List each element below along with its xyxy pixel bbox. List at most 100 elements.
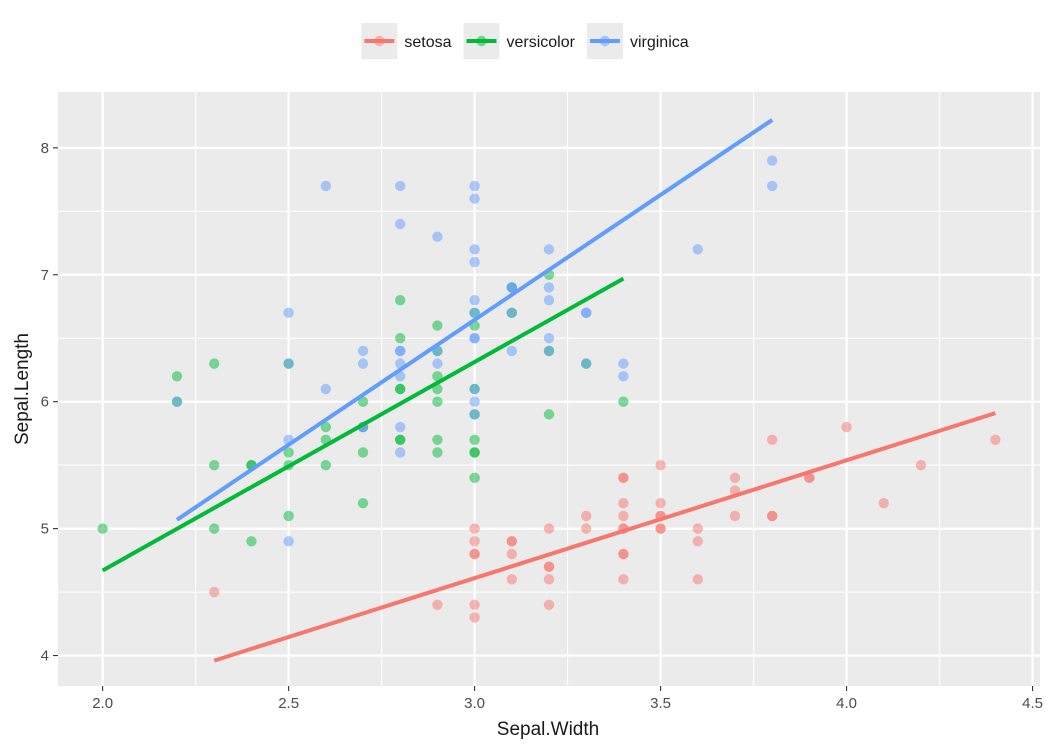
data-point <box>990 434 1001 445</box>
data-point <box>841 421 852 433</box>
data-point <box>618 498 629 509</box>
data-point <box>283 510 294 522</box>
data-point <box>655 523 666 534</box>
data-point <box>692 536 703 547</box>
data-point <box>729 510 741 522</box>
data-point <box>357 447 369 458</box>
data-point <box>469 523 480 534</box>
data-point <box>469 434 480 445</box>
data-point <box>209 358 220 369</box>
series-points-virginica <box>171 155 778 547</box>
data-point <box>618 396 629 407</box>
data-point <box>580 510 592 522</box>
x-tick-label: 2.0 <box>92 695 113 712</box>
legend-item-versicolor: versicolor <box>463 23 576 59</box>
data-point <box>469 333 480 344</box>
data-point <box>692 244 703 255</box>
y-tick-label: 8 <box>41 140 49 157</box>
data-point <box>692 523 703 534</box>
x-tick-label: 4.0 <box>836 695 857 712</box>
data-point <box>209 523 220 534</box>
plot-panel <box>58 92 1040 686</box>
y-tick-label: 4 <box>41 648 49 665</box>
data-point <box>469 612 480 623</box>
data-point <box>618 510 629 522</box>
legend-item-setosa: setosa <box>361 23 452 59</box>
data-point <box>209 586 220 598</box>
data-point <box>171 371 183 382</box>
data-point <box>543 282 555 293</box>
data-point <box>432 434 443 445</box>
legend-key-point <box>374 35 385 47</box>
data-point <box>543 409 555 420</box>
data-point <box>357 498 369 509</box>
data-point <box>320 180 332 192</box>
data-point <box>506 574 518 585</box>
fit-line-setosa <box>213 411 996 663</box>
data-point <box>543 244 555 255</box>
axes: 2.0 2.5 3.0 3.5 4.0 4.5 4 5 6 7 8 <box>41 140 1043 712</box>
data-point <box>432 231 443 242</box>
data-point <box>766 510 778 522</box>
data-point <box>97 523 108 534</box>
data-point <box>469 244 480 255</box>
data-point <box>543 523 555 534</box>
data-point <box>357 358 369 369</box>
x-tick-label: 3.0 <box>464 695 485 712</box>
y-tick-label: 6 <box>41 394 49 411</box>
data-point <box>469 599 480 610</box>
data-point <box>171 396 183 407</box>
data-point <box>729 472 741 484</box>
data-point <box>395 294 406 306</box>
data-point <box>766 180 778 192</box>
data-point <box>395 383 406 395</box>
data-point <box>357 345 369 357</box>
data-point <box>543 294 555 306</box>
data-point <box>469 294 480 306</box>
data-point <box>915 459 927 471</box>
fit-lines <box>101 118 996 663</box>
legend-label: setosa <box>404 34 451 51</box>
data-point <box>357 396 369 407</box>
data-point <box>506 307 518 319</box>
data-point <box>283 536 294 547</box>
series-points-setosa <box>209 421 1001 623</box>
data-point <box>395 421 406 433</box>
y-axis-title: Sepal.Length <box>12 333 33 445</box>
data-point <box>432 396 443 407</box>
data-point <box>320 383 332 395</box>
data-point <box>580 358 592 369</box>
data-point <box>395 447 406 458</box>
x-tick-label: 4.5 <box>1022 695 1043 712</box>
fit-line-versicolor <box>101 276 625 573</box>
data-point <box>283 358 294 369</box>
data-point <box>469 548 480 560</box>
data-point <box>395 434 406 445</box>
legend-label: versicolor <box>506 34 575 51</box>
data-point <box>655 498 666 509</box>
legend-key-point <box>476 35 487 47</box>
data-point <box>432 320 443 331</box>
legend-item-virginica: virginica <box>586 23 689 59</box>
data-point <box>618 371 629 382</box>
y-tick-label: 7 <box>41 267 49 284</box>
data-point <box>580 523 592 534</box>
data-point <box>283 307 294 319</box>
data-point <box>878 498 889 509</box>
data-point <box>469 409 480 420</box>
data-point <box>618 358 629 369</box>
x-tick-label: 3.5 <box>650 695 671 712</box>
data-point <box>469 307 480 319</box>
data-point <box>469 396 480 407</box>
y-tick-label: 5 <box>41 521 49 538</box>
data-point <box>469 536 480 547</box>
data-point <box>543 574 555 585</box>
data-point <box>395 333 406 344</box>
data-point <box>543 345 555 357</box>
data-point <box>655 459 666 471</box>
data-point <box>618 548 629 560</box>
legend-key-point <box>599 35 611 47</box>
data-point <box>692 574 703 585</box>
